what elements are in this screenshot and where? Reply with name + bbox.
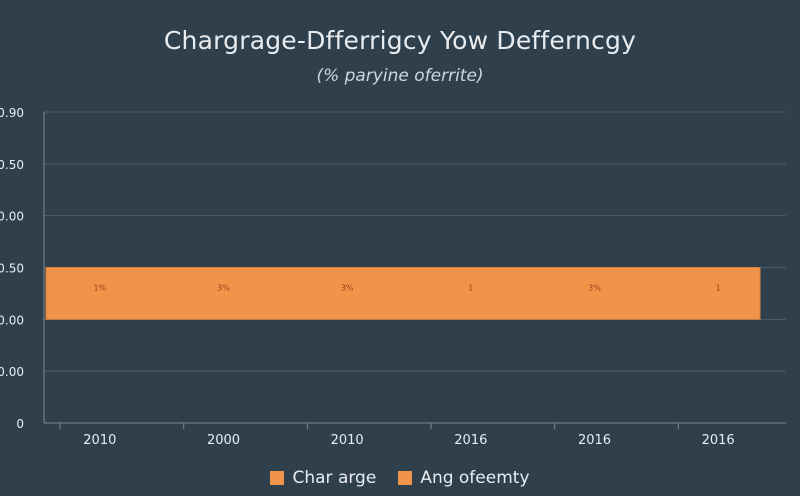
data-label: 3% — [217, 283, 230, 292]
x-tick-label: 2016 — [702, 433, 735, 448]
y-tick-label: 0.50 — [0, 262, 24, 276]
y-tick-label: 0.00 — [0, 313, 24, 327]
band-bar — [45, 267, 761, 320]
legend-label: Ang ofeemty — [420, 468, 530, 488]
data-label: 1 — [468, 283, 473, 292]
legend-item: Char arge — [270, 468, 376, 488]
data-label: 1 — [716, 283, 721, 292]
data-label: 3% — [341, 283, 354, 292]
x-tick-label: 2010 — [331, 433, 364, 448]
y-tick-label: 0 — [16, 417, 24, 431]
chart-legend: Char arge Ang ofeemty — [0, 468, 800, 488]
y-tick-label: 0.00 — [0, 210, 24, 224]
chart-subtitle: (% paryine oferrite) — [316, 66, 484, 86]
y-tick-label: 0.50 — [0, 158, 24, 172]
data-label: 3% — [588, 283, 601, 292]
x-tick-label: 2016 — [578, 433, 611, 448]
x-tick-label: 2000 — [207, 433, 240, 448]
y-tick-label: 0.90 — [0, 106, 24, 120]
x-tick-label: 2010 — [83, 433, 116, 448]
x-tick-label: 2016 — [454, 433, 487, 448]
legend-swatch — [270, 471, 285, 485]
legend-label: Char arge — [292, 468, 377, 488]
data-label: 1% — [93, 283, 106, 292]
chart-title: Chargrage-Dfferrigcy Yow Defferncgy — [163, 26, 637, 55]
legend-item: Ang ofeemty — [398, 468, 530, 488]
legend-swatch — [398, 471, 413, 485]
y-tick-label: 0.00 — [0, 365, 24, 379]
